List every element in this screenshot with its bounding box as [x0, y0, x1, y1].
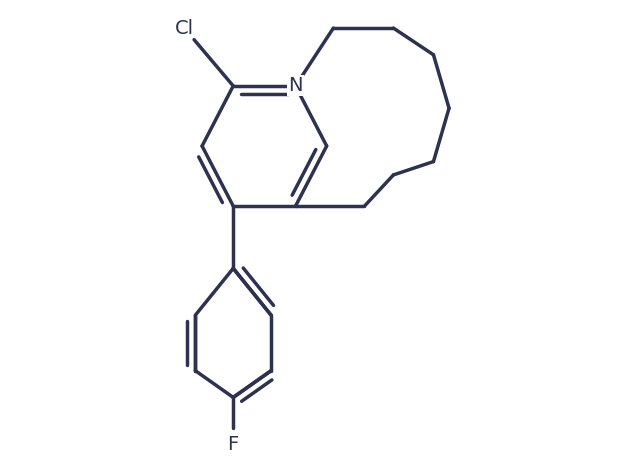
Text: N: N [288, 77, 303, 95]
Text: F: F [228, 435, 239, 454]
Text: Cl: Cl [175, 19, 194, 38]
